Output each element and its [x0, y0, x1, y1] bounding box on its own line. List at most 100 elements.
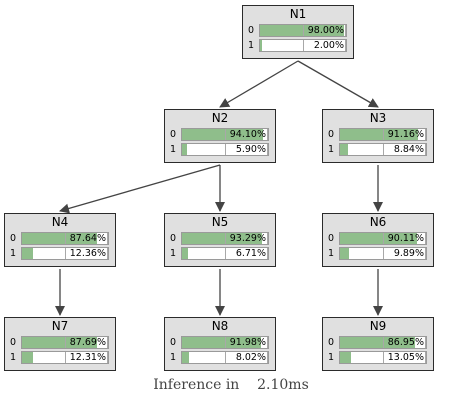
- state-label: 1: [10, 248, 17, 259]
- node-n2[interactable]: N2 0 94.10% 1 5.90%: [164, 109, 276, 163]
- node-n7[interactable]: N7 0 87.69% 1 12.31%: [4, 317, 116, 371]
- inference-footer: Inference in 2.10ms: [0, 377, 462, 393]
- state-row-1: 1 8.02%: [165, 351, 275, 364]
- bar-gridline: [107, 233, 108, 244]
- probability-value: 90.11%: [387, 233, 424, 244]
- node-title: N2: [211, 111, 229, 125]
- state-row-0: 0 98.00%: [243, 24, 353, 37]
- bar-gridline: [107, 352, 108, 363]
- probability-value: 91.16%: [387, 129, 424, 140]
- state-row-0: 0 87.64%: [5, 232, 115, 245]
- node-n9[interactable]: N9 0 86.95% 1 13.05%: [322, 317, 434, 371]
- bar-gridline: [225, 337, 226, 348]
- state-row-1: 1 13.05%: [323, 351, 433, 364]
- probability-fill: [182, 129, 263, 140]
- node-n4[interactable]: N4 0 87.64% 1 12.36%: [4, 213, 116, 267]
- edge-n2-n4: [59, 164, 221, 214]
- node-n5[interactable]: N5 0 93.29% 1 6.71%: [164, 213, 276, 267]
- probability-value: 86.95%: [387, 337, 424, 348]
- probability-bar: 12.36%: [21, 247, 109, 260]
- bar-gridline: [225, 233, 226, 244]
- probability-bar: 98.00%: [259, 24, 347, 37]
- node-n1[interactable]: N1 0 98.00% 1 2.00%: [242, 5, 354, 59]
- node-title: N1: [289, 7, 307, 21]
- state-row-0: 0 93.29%: [165, 232, 275, 245]
- state-row-1: 1 5.90%: [165, 143, 275, 156]
- bar-gridline: [267, 337, 268, 348]
- bar-gridline: [345, 25, 346, 36]
- probability-bar: 93.29%: [181, 232, 269, 245]
- probability-bar: 9.89%: [339, 247, 427, 260]
- node-title: N7: [51, 319, 69, 333]
- probability-value: 12.36%: [69, 248, 106, 259]
- state-label: 1: [248, 40, 255, 51]
- probability-bar: 91.98%: [181, 336, 269, 349]
- bar-gridline: [65, 233, 66, 244]
- probability-fill: [182, 337, 262, 348]
- bar-gridline: [65, 248, 66, 259]
- state-row-1: 1 9.89%: [323, 247, 433, 260]
- bar-gridline: [225, 144, 226, 155]
- state-row-1: 1 8.84%: [323, 143, 433, 156]
- bar-gridline: [425, 129, 426, 140]
- node-n3[interactable]: N3 0 91.16% 1 8.84%: [322, 109, 434, 163]
- probability-fill: [182, 352, 189, 363]
- state-row-0: 0 86.95%: [323, 336, 433, 349]
- probability-bar: 5.90%: [181, 143, 269, 156]
- state-row-0: 0 87.69%: [5, 336, 115, 349]
- bar-gridline: [425, 352, 426, 363]
- state-label: 0: [248, 25, 255, 36]
- state-row-1: 1 12.31%: [5, 351, 115, 364]
- probability-bar: 91.16%: [339, 128, 427, 141]
- bar-gridline: [225, 352, 226, 363]
- bar-gridline: [267, 248, 268, 259]
- bar-gridline: [383, 144, 384, 155]
- probability-fill: [260, 40, 262, 51]
- probability-fill: [182, 233, 263, 244]
- node-n8[interactable]: N8 0 91.98% 1 8.02%: [164, 317, 276, 371]
- probability-fill: [22, 233, 98, 244]
- edge-n1-n3: [297, 60, 379, 108]
- state-label: 0: [328, 233, 335, 244]
- inference-time: 2.10ms: [257, 377, 309, 393]
- probability-value: 87.69%: [69, 337, 106, 348]
- probability-value: 98.00%: [307, 25, 344, 36]
- bar-gridline: [383, 352, 384, 363]
- bar-gridline: [345, 40, 346, 51]
- probability-value: 93.29%: [229, 233, 266, 244]
- bar-gridline: [425, 337, 426, 348]
- bar-gridline: [107, 248, 108, 259]
- bar-gridline: [383, 129, 384, 140]
- bar-gridline: [267, 233, 268, 244]
- state-row-1: 1 2.00%: [243, 39, 353, 52]
- state-row-0: 0 91.98%: [165, 336, 275, 349]
- bar-gridline: [425, 233, 426, 244]
- node-n6[interactable]: N6 0 90.11% 1 9.89%: [322, 213, 434, 267]
- bar-gridline: [267, 129, 268, 140]
- probability-value: 94.10%: [229, 129, 266, 140]
- inference-label: Inference in: [153, 377, 240, 393]
- probability-fill: [340, 144, 348, 155]
- bar-gridline: [303, 25, 304, 36]
- node-title: N3: [369, 111, 387, 125]
- bar-gridline: [267, 352, 268, 363]
- state-label: 1: [10, 352, 17, 363]
- state-label: 0: [10, 337, 17, 348]
- probability-value: 13.05%: [387, 352, 424, 363]
- probability-bar: 86.95%: [339, 336, 427, 349]
- state-row-0: 0 91.16%: [323, 128, 433, 141]
- state-label: 1: [170, 144, 177, 155]
- bar-gridline: [425, 144, 426, 155]
- bar-gridline: [383, 248, 384, 259]
- probability-value: 5.90%: [235, 144, 266, 155]
- bar-gridline: [383, 233, 384, 244]
- probability-fill: [22, 248, 33, 259]
- probability-fill: [182, 144, 188, 155]
- state-label: 0: [10, 233, 17, 244]
- probability-fill: [340, 352, 352, 363]
- probability-bar: 6.71%: [181, 247, 269, 260]
- state-label: 1: [328, 144, 335, 155]
- probability-fill: [260, 25, 345, 36]
- node-title: N8: [211, 319, 229, 333]
- probability-value: 91.98%: [229, 337, 266, 348]
